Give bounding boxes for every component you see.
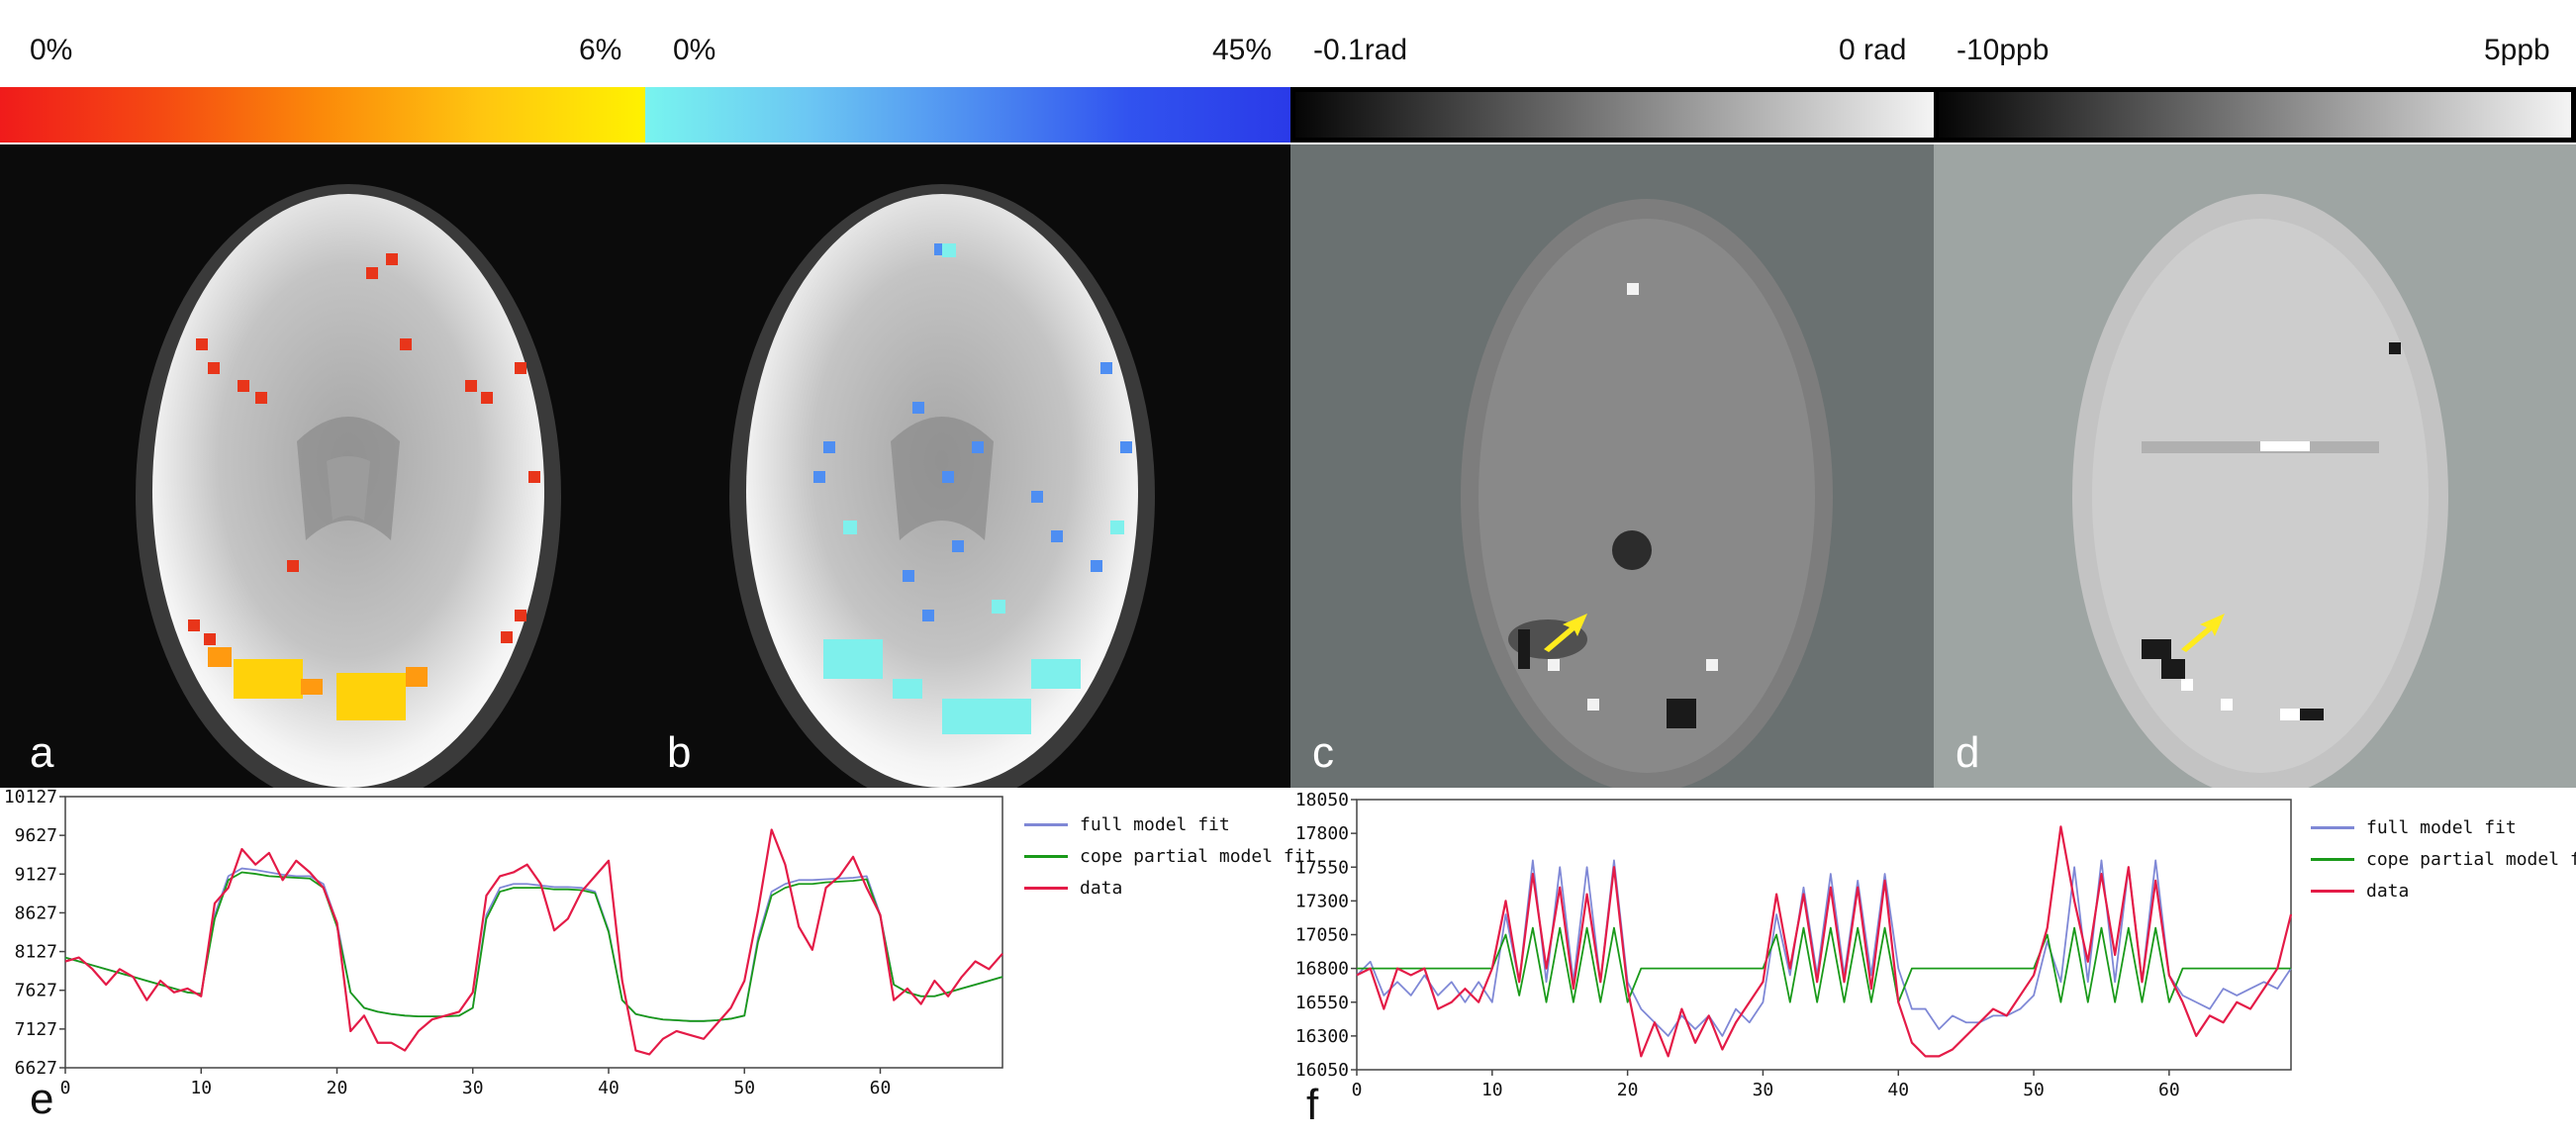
colorbar-a-min-label: 0%: [30, 34, 73, 66]
y-tick-label: 8127: [15, 942, 57, 963]
y-tick-label: 6627: [15, 1058, 57, 1079]
brain-slice-image: [1461, 199, 1833, 788]
x-tick-label: 40: [1887, 1080, 1909, 1100]
x-tick-label: 10: [1481, 1080, 1503, 1100]
panel-a-label: a: [30, 728, 54, 777]
plot-e-legend: full model fit cope partial model fit da…: [1024, 808, 1315, 903]
y-tick-label: 8627: [15, 902, 57, 923]
arrow-indicator-c: [1544, 614, 1587, 652]
y-tick-label: 16300: [1295, 1026, 1349, 1047]
panel-c-phase-map: c: [1290, 144, 1934, 788]
legend-label: cope partial model fit: [1080, 845, 1316, 867]
brain-slice-image: [136, 184, 561, 788]
series-line-1: [64, 871, 1003, 1022]
x-tick-label: 50: [2023, 1080, 2045, 1100]
legend-item: full model fit: [1024, 808, 1315, 840]
x-tick-label: 30: [1753, 1080, 1774, 1100]
y-tick-label: 17550: [1295, 857, 1349, 878]
legend-label: full model fit: [2366, 816, 2517, 838]
brain-slice-image: [2072, 194, 2448, 788]
x-tick-label: 60: [2158, 1080, 2180, 1100]
plot-f-label: f: [1306, 1081, 1319, 1129]
colorbar-d: [1934, 87, 2576, 142]
legend-item: data: [1024, 872, 1315, 903]
y-tick-label: 9627: [15, 825, 57, 846]
y-tick-label: 18050: [1295, 790, 1349, 810]
plot-e: 6627 7127 7627 8127 8627 9127 9627 10127 0 10 20 30…: [0, 787, 1316, 1140]
legend-item: cope partial model fit: [2311, 843, 2576, 875]
plot-f-chart: 16050 16300 16550 16800 17050 17300 17550 17800…: [1295, 790, 2293, 1100]
y-tick-label: 16800: [1295, 959, 1349, 980]
panel-d-label: d: [1956, 728, 1980, 777]
colorbar-d-min-label: -10ppb: [1956, 34, 2050, 66]
colorbar-c-min-label: -0.1rad: [1313, 34, 1408, 66]
plot-e-label: e: [30, 1075, 54, 1123]
y-tick-label: 10127: [4, 787, 57, 808]
legend-label: cope partial model fit: [2366, 848, 2576, 870]
y-tick-label: 17050: [1295, 925, 1349, 946]
legend-label: data: [2366, 880, 2410, 902]
colorbar-a-max-label: 6%: [579, 34, 622, 66]
y-tick-label: 17800: [1295, 823, 1349, 844]
panel-a-brain-map: a: [0, 144, 645, 788]
arrow-indicator-d: [2181, 614, 2225, 652]
x-tick-label: 10: [190, 1078, 212, 1098]
y-tick-label: 9127: [15, 864, 57, 885]
brain-slice-image: [729, 184, 1155, 788]
colorbar-d-max-label: 5ppb: [2484, 34, 2550, 66]
colorbar-b-min-label: 0%: [673, 34, 716, 66]
legend-item: data: [2311, 875, 2576, 906]
legend-label: data: [1080, 877, 1123, 899]
x-tick-label: 0: [60, 1078, 71, 1098]
x-tick-label: 60: [870, 1078, 892, 1098]
x-tick-label: 20: [327, 1078, 348, 1098]
y-tick-label: 16050: [1295, 1060, 1349, 1081]
plot-f: 16050 16300 16550 16800 17050 17300 17550 17800…: [1290, 788, 2576, 1140]
legend-label: full model fit: [1080, 813, 1230, 835]
x-tick-label: 0: [1352, 1080, 1363, 1100]
colorbar-b: [645, 87, 1290, 142]
panel-d-susceptibility-map: d: [1934, 144, 2576, 788]
series-line-2: [1356, 825, 2293, 1058]
series-line-1: [1357, 926, 2291, 1003]
panel-b-brain-map: b: [645, 144, 1290, 788]
colorbar-b-max-label: 45%: [1212, 34, 1273, 66]
plot-f-legend: full model fit cope partial model fit da…: [2311, 811, 2576, 906]
colorbar-a: [0, 87, 645, 142]
colorbar-c: [1290, 87, 1934, 142]
legend-item: full model fit: [2311, 811, 2576, 843]
legend-item: cope partial model fit: [1024, 840, 1315, 872]
y-tick-label: 7627: [15, 981, 57, 1001]
series-line-2: [64, 828, 1003, 1056]
x-tick-label: 40: [598, 1078, 620, 1098]
y-tick-label: 16550: [1295, 993, 1349, 1013]
panel-c-label: c: [1312, 728, 1334, 777]
colorbar-c-max-label: 0 rad: [1839, 34, 1907, 66]
x-tick-label: 50: [733, 1078, 755, 1098]
x-tick-label: 30: [462, 1078, 484, 1098]
y-tick-label: 7127: [15, 1019, 57, 1040]
plot-e-chart: 6627 7127 7627 8127 8627 9127 9627 10127 0 10 20 30…: [4, 787, 1003, 1098]
panel-b-label: b: [667, 728, 692, 777]
x-tick-label: 20: [1617, 1080, 1639, 1100]
y-tick-label: 17300: [1295, 891, 1349, 911]
plot-frame: [64, 796, 1003, 1069]
